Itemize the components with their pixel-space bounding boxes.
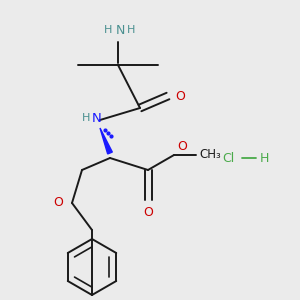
Text: H: H [127,25,135,35]
Text: N: N [115,23,125,37]
Text: O: O [53,196,63,209]
Text: H: H [104,25,112,35]
Text: H: H [259,152,269,164]
Polygon shape [100,128,112,154]
Text: N: N [92,112,102,124]
Text: H: H [82,113,90,123]
Text: O: O [177,140,187,154]
Text: Cl: Cl [222,152,234,164]
Text: O: O [175,89,185,103]
Text: O: O [143,206,153,218]
Text: CH₃: CH₃ [199,148,221,161]
